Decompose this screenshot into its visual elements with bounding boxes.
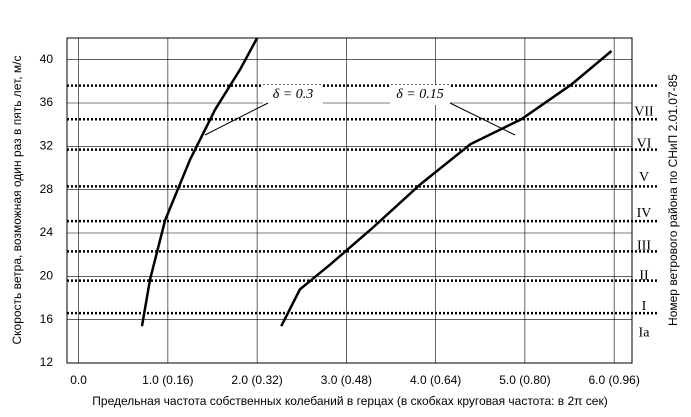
y-tick-label: 12 bbox=[40, 355, 54, 369]
zone-label: III bbox=[637, 238, 651, 253]
label-bg bbox=[263, 85, 323, 105]
y-tick-label: 24 bbox=[40, 225, 54, 239]
y-tick-label: 28 bbox=[40, 182, 54, 196]
line-series bbox=[140, 37, 259, 327]
y-axis-label: Скорость ветра, возможная один раз в пят… bbox=[10, 55, 24, 344]
x-tick-label: 2.0 (0.32) bbox=[231, 373, 282, 387]
y-tick-label: 32 bbox=[40, 139, 54, 153]
series-label: δ = 0.15 bbox=[396, 87, 443, 102]
zone-label: IV bbox=[637, 206, 652, 221]
y2-axis-label: Номер ветрового района по СНиП 2.01.07-8… bbox=[666, 74, 680, 326]
series-label: δ = 0.3 bbox=[273, 87, 313, 102]
label-bg bbox=[390, 85, 450, 105]
leader-line bbox=[449, 102, 516, 136]
x-tick-label: 6.0 (0.96) bbox=[588, 373, 639, 387]
x-tick-label: 5.0 (0.80) bbox=[499, 373, 550, 387]
x-tick-label: 4.0 (0.64) bbox=[410, 373, 461, 387]
y-tick-label: 16 bbox=[40, 312, 54, 326]
zone-label: V bbox=[639, 170, 649, 185]
x-axis-label: Предельная частота собственных колебаний… bbox=[92, 394, 607, 408]
y-tick-label: 40 bbox=[40, 52, 54, 66]
zone-label: Ia bbox=[639, 325, 651, 340]
y-tick-label: 20 bbox=[40, 269, 54, 283]
line-series bbox=[280, 50, 613, 327]
leader-line bbox=[204, 102, 269, 136]
x-tick-label: 1.0 (0.16) bbox=[142, 373, 193, 387]
x-tick-label: 0.0 bbox=[70, 373, 87, 387]
zone-label: II bbox=[639, 268, 649, 283]
x-tick-label: 3.0 (0.48) bbox=[321, 373, 372, 387]
zone-label: VI bbox=[637, 137, 652, 152]
y-tick-label: 36 bbox=[40, 95, 54, 109]
zone-label: I bbox=[642, 299, 647, 314]
zone-label: VII bbox=[634, 105, 654, 120]
